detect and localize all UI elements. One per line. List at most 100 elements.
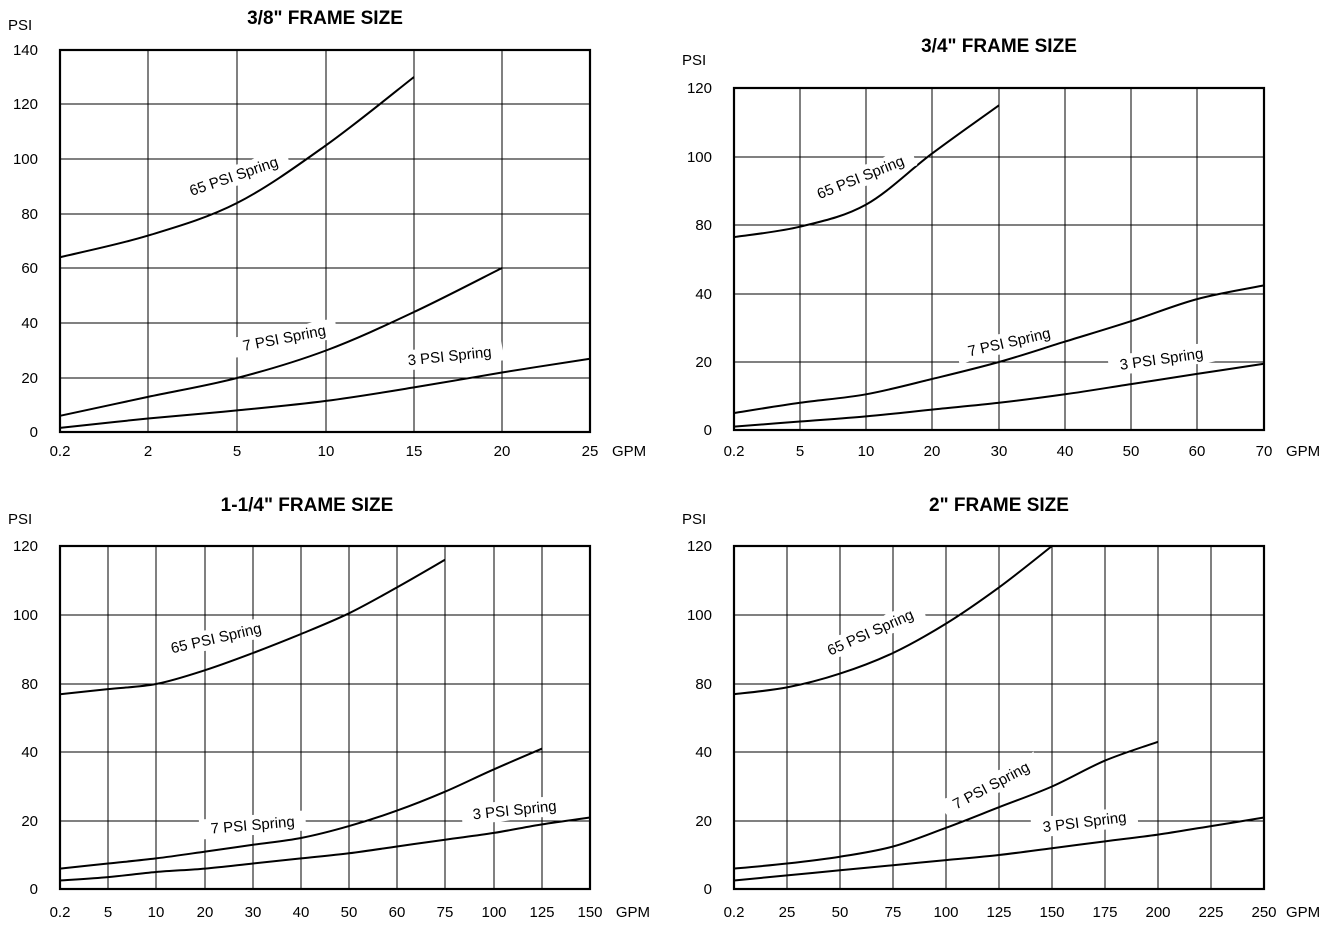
x-tick-label: 10 [148,904,165,921]
x-tick-label: 15 [406,443,423,460]
y-axis-label: PSI [8,17,32,34]
x-tick-label: 25 [582,443,599,460]
x-tick-label: 100 [933,904,958,921]
series-line-7-psi-spring [59,267,503,417]
y-tick-label: 100 [13,607,38,624]
y-axis-label: PSI [682,52,706,69]
series-line-7-psi-spring [59,747,543,870]
y-axis-label: PSI [8,511,32,528]
series-label-text: 7 PSI Spring [241,322,327,355]
x-tick-label: 50 [341,904,358,921]
x-tick-label: 0.2 [50,443,71,460]
x-tick-label: 125 [529,904,554,921]
x-tick-label: 40 [1057,443,1074,460]
x-tick-label: 250 [1251,904,1276,921]
plot-frame [732,86,1266,432]
series-label-background [813,599,927,665]
series-label-background [803,146,918,209]
series-label-text: 65 PSI Spring [815,153,907,203]
series-line-65-psi-spring [733,104,1000,239]
series-label-text: 65 PSI Spring [825,606,916,659]
x-axis-label: GPM [616,904,650,921]
x-tick-label: 2 [144,443,152,460]
plot-frame [58,544,592,891]
y-tick-label: 120 [687,80,712,97]
y-tick-label: 120 [13,538,38,555]
y-tick-label: 100 [13,151,38,168]
y-tick-label: 20 [21,370,38,387]
x-tick-label: 70 [1256,443,1273,460]
y-tick-label: 100 [687,149,712,166]
series-label: 7 PSI Spring [939,751,1043,820]
x-tick-label: 0.2 [724,904,745,921]
x-tick-label: 50 [1123,443,1140,460]
x-tick-label: 125 [986,904,1011,921]
x-tick-label: 100 [481,904,506,921]
series-label-background [939,751,1043,820]
x-tick-label: 200 [1145,904,1170,921]
x-tick-label: 75 [885,904,902,921]
y-tick-label: 0 [30,881,38,898]
y-tick-label: 80 [21,206,38,223]
series-label-background [955,320,1064,364]
series-line-3-psi-spring [59,357,591,429]
chart-title: 3/4" FRAME SIZE [921,36,1077,57]
x-tick-label: 5 [796,443,804,460]
x-tick-label: 60 [1189,443,1206,460]
y-tick-label: 100 [687,607,712,624]
y-tick-label: 20 [21,813,38,830]
x-axis-label: GPM [1286,904,1320,921]
y-tick-label: 80 [695,676,712,693]
series-line-7-psi-spring [733,284,1265,414]
x-tick-label: 225 [1198,904,1223,921]
x-tick-label: 50 [832,904,849,921]
series-label-background [158,615,275,661]
x-tick-label: 60 [389,904,406,921]
series-label-text: 65 PSI Spring [169,620,263,657]
series-label: 65 PSI Spring [176,148,292,205]
y-tick-label: 80 [21,676,38,693]
series-line-7-psi-spring [733,740,1159,870]
x-tick-label: 175 [1092,904,1117,921]
series-label-background [198,810,307,840]
chart-panel-2: 3/4" FRAME SIZE PSI GPM 0.2 5 10 20 30 40 50 60 70 0… [682,36,1320,460]
x-tick-label: 20 [924,443,941,460]
series-label-background [460,794,569,826]
series-label-background [1107,341,1216,377]
x-tick-label: 30 [245,904,262,921]
x-tick-label: 20 [197,904,214,921]
plot-frame [732,544,1266,891]
series-label-text: 7 PSI Spring [950,759,1032,814]
chart-title: 3/8" FRAME SIZE [247,8,403,29]
y-tick-label: 120 [13,96,38,113]
series-line-3-psi-spring [733,362,1265,428]
series-line-3-psi-spring [733,816,1265,882]
series-label: 65 PSI Spring [158,615,275,661]
x-axis-label: GPM [1286,443,1320,460]
series-label-background [1030,805,1139,839]
y-tick-label: 40 [695,286,712,303]
x-tick-label: 20 [494,443,511,460]
series-label-background [176,148,292,205]
x-tick-label: 25 [779,904,796,921]
series-line-65-psi-spring [733,545,1053,696]
y-tick-label: 40 [21,315,38,332]
chart-title: 2" FRAME SIZE [929,495,1069,516]
x-tick-label: 150 [1039,904,1064,921]
x-tick-label: 75 [437,904,454,921]
series-line-65-psi-spring [59,76,415,259]
series-label-text: 7 PSI Spring [966,325,1052,361]
x-tick-label: 0.2 [50,904,71,921]
x-tick-label: 150 [577,904,602,921]
x-tick-label: 5 [104,904,112,921]
y-tick-label: 40 [21,744,38,761]
series-line-3-psi-spring [59,816,591,882]
y-tick-label: 60 [21,260,38,277]
y-tick-label: 20 [695,813,712,830]
series-label: 7 PSI Spring [955,320,1064,364]
y-tick-label: 0 [30,424,38,441]
series-line-65-psi-spring [59,558,446,696]
y-tick-label: 80 [695,217,712,234]
y-tick-label: 140 [13,42,38,59]
